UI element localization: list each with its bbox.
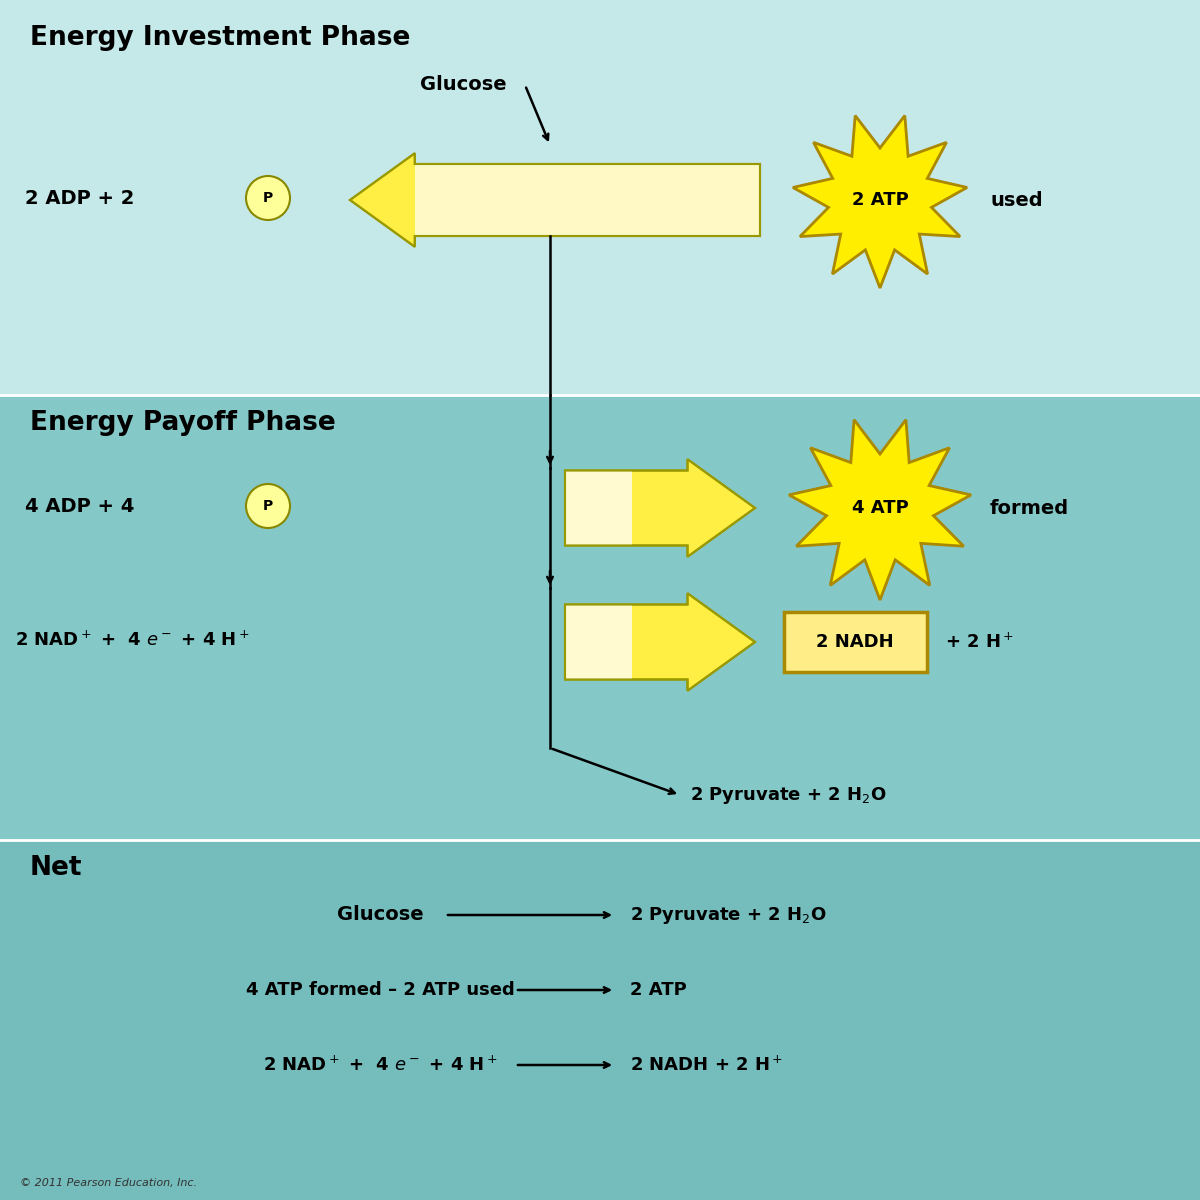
Text: 4 ADP + 4: 4 ADP + 4	[25, 497, 142, 516]
Text: formed: formed	[990, 498, 1069, 517]
FancyBboxPatch shape	[784, 612, 926, 672]
Text: Energy Payoff Phase: Energy Payoff Phase	[30, 410, 336, 436]
Polygon shape	[793, 115, 967, 288]
Text: 2 Pyruvate + 2 H$_2$O: 2 Pyruvate + 2 H$_2$O	[630, 905, 827, 925]
Text: 2 NADH + 2 H$^+$: 2 NADH + 2 H$^+$	[630, 1055, 784, 1075]
Text: Energy Investment Phase: Energy Investment Phase	[30, 25, 410, 50]
Text: 4 ATP formed – 2 ATP used: 4 ATP formed – 2 ATP used	[246, 982, 515, 998]
Text: P: P	[263, 499, 274, 514]
Text: 2 ADP + 2: 2 ADP + 2	[25, 188, 142, 208]
Text: 2 Pyruvate + 2 H$_2$O: 2 Pyruvate + 2 H$_2$O	[690, 785, 887, 805]
Text: 2 NAD$^+$ +  4 $e^-$ + 4 H$^+$: 2 NAD$^+$ + 4 $e^-$ + 4 H$^+$	[263, 1055, 497, 1075]
Circle shape	[246, 484, 290, 528]
Bar	[0, 395, 1200, 840]
Polygon shape	[565, 593, 755, 691]
Text: Glucose: Glucose	[337, 906, 424, 924]
Text: 2 ATP: 2 ATP	[852, 191, 908, 209]
Text: P: P	[263, 191, 274, 205]
Bar	[0, 840, 1200, 1200]
Polygon shape	[415, 164, 760, 236]
Text: © 2011 Pearson Education, Inc.: © 2011 Pearson Education, Inc.	[20, 1178, 197, 1188]
Polygon shape	[350, 154, 760, 247]
Polygon shape	[565, 470, 632, 546]
Circle shape	[246, 176, 290, 220]
Polygon shape	[565, 605, 632, 679]
Text: Net: Net	[30, 854, 83, 881]
Text: 2 ATP: 2 ATP	[630, 982, 686, 998]
Text: 4 ATP: 4 ATP	[852, 499, 908, 517]
Text: 2 NAD$^+$ +  4 $e^-$ + 4 H$^+$: 2 NAD$^+$ + 4 $e^-$ + 4 H$^+$	[14, 630, 250, 649]
Bar	[0, 0, 1200, 395]
Text: 2 NADH: 2 NADH	[816, 634, 894, 650]
Text: + 2 H$^+$: + 2 H$^+$	[946, 632, 1014, 652]
Text: Glucose: Glucose	[420, 76, 506, 95]
Polygon shape	[565, 460, 755, 557]
Polygon shape	[788, 420, 971, 600]
Text: used: used	[990, 191, 1043, 210]
